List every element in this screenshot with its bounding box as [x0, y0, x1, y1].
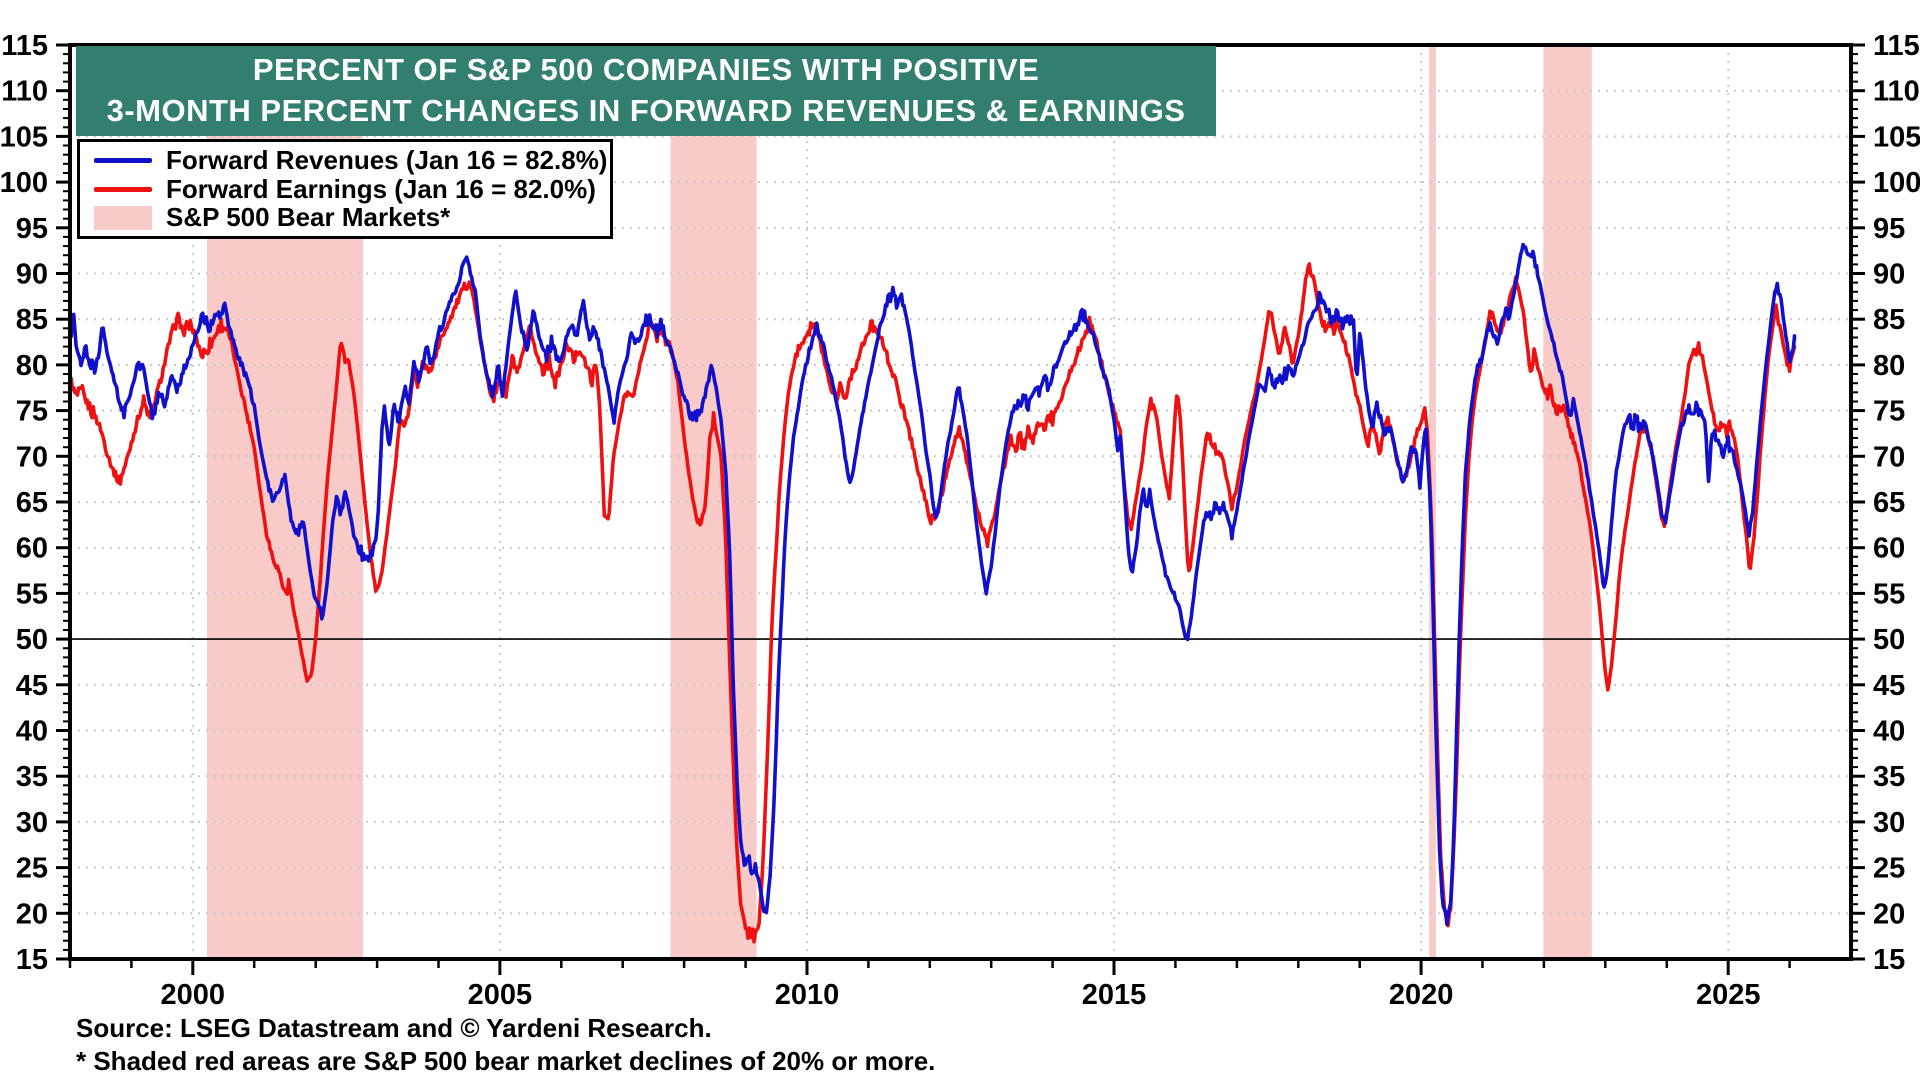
- y-axis-label-left: 95: [16, 213, 48, 245]
- y-axis-label-right: 55: [1873, 578, 1905, 610]
- y-axis-label-left: 80: [16, 350, 48, 382]
- y-axis-label-left: 60: [16, 533, 48, 565]
- chart-title-line2: 3-MONTH PERCENT CHANGES IN FORWARD REVEN…: [106, 93, 1186, 128]
- y-axis-label-left: 75: [16, 396, 48, 428]
- y-axis-label-left: 105: [0, 121, 48, 153]
- y-axis-label-right: 60: [1873, 533, 1905, 565]
- y-axis-label-right: 105: [1873, 121, 1920, 153]
- source-note: Source: LSEG Datastream and © Yardeni Re…: [76, 1013, 712, 1043]
- legend-item-forward-earnings: Forward Earnings (Jan 16 = 82.0%): [94, 173, 610, 204]
- y-axis-label-right: 85: [1873, 304, 1905, 336]
- y-axis-label-left: 70: [16, 441, 48, 473]
- legend-item-bear-markets: S&P 500 Bear Markets*: [94, 202, 610, 232]
- y-axis-label-left: 90: [16, 259, 48, 291]
- x-axis-year-label: 2015: [1082, 979, 1147, 1011]
- y-axis-label-left: 45: [16, 670, 48, 702]
- y-axis-label-right: 95: [1873, 213, 1905, 245]
- y-axis-label-left: 55: [16, 578, 48, 610]
- y-axis-label-left: 100: [0, 167, 48, 199]
- y-axis-label-left: 20: [16, 898, 48, 930]
- y-axis-label-right: 25: [1873, 853, 1905, 885]
- forward-earnings-line-swatch-icon: [94, 186, 152, 192]
- y-axis-label-right: 45: [1873, 670, 1905, 702]
- y-axis-label-right: 40: [1873, 716, 1905, 748]
- y-axis-label-left: 50: [16, 624, 48, 656]
- chart-title: PERCENT OF S&P 500 COMPANIES WITH POSITI…: [76, 46, 1216, 136]
- y-axis-label-right: 30: [1873, 807, 1905, 839]
- bear-market-area-swatch-icon: [94, 205, 152, 230]
- forward-revenues-line: [69, 242, 1797, 926]
- chart-footnotes: Source: LSEG Datastream and © Yardeni Re…: [76, 1012, 935, 1079]
- x-axis-year-label: 2005: [468, 979, 533, 1011]
- y-axis-label-left: 25: [16, 853, 48, 885]
- legend-label-forward-revenues: Forward Revenues (Jan 16 = 82.8%): [166, 145, 608, 175]
- y-axis-label-left: 110: [1, 76, 48, 108]
- y-axis-label-left: 85: [16, 304, 48, 336]
- y-axis-label-right: 65: [1873, 487, 1905, 519]
- y-axis-label-right: 80: [1873, 350, 1905, 382]
- y-axis-label-right: 35: [1873, 761, 1905, 793]
- x-axis-year-label: 2025: [1696, 979, 1761, 1011]
- y-axis-label-right: 50: [1873, 624, 1905, 656]
- y-axis-label-left: 30: [16, 807, 48, 839]
- x-axis-year-label: 2000: [161, 979, 226, 1011]
- shading-note: * Shaded red areas are S&P 500 bear mark…: [76, 1046, 936, 1077]
- legend-label-bear-markets: S&P 500 Bear Markets*: [166, 202, 451, 232]
- chart-title-line1: PERCENT OF S&P 500 COMPANIES WITH POSITI…: [252, 52, 1040, 88]
- y-axis-label-right: 90: [1873, 259, 1905, 291]
- y-axis-label-right: 75: [1873, 396, 1905, 428]
- y-axis-label-left: 35: [16, 761, 48, 793]
- legend-label-forward-earnings: Forward Earnings (Jan 16 = 82.0%): [166, 173, 596, 204]
- y-axis-label-right: 70: [1873, 441, 1905, 473]
- legend-item-forward-revenues: Forward Revenues (Jan 16 = 82.8%): [94, 145, 610, 175]
- y-axis-label-left: 40: [16, 716, 48, 748]
- forward-revenues-line-swatch-icon: [94, 158, 152, 163]
- y-axis-label-right: 115: [1873, 30, 1920, 62]
- y-axis-label-right: 20: [1873, 898, 1905, 930]
- y-axis-label-left: 65: [16, 487, 48, 519]
- y-axis-label-left: 15: [16, 944, 48, 976]
- bear-market-band: [1429, 45, 1436, 959]
- y-axis-label-right: 110: [1873, 76, 1920, 108]
- x-axis-year-label: 2010: [775, 979, 840, 1011]
- x-axis-year-label: 2020: [1389, 979, 1454, 1011]
- y-axis-label-right: 15: [1873, 944, 1905, 976]
- y-axis-label-right: 100: [1873, 167, 1920, 199]
- chart-legend: Forward Revenues (Jan 16 = 82.8%) Forwar…: [77, 139, 613, 239]
- y-axis-label-left: 115: [1, 30, 48, 62]
